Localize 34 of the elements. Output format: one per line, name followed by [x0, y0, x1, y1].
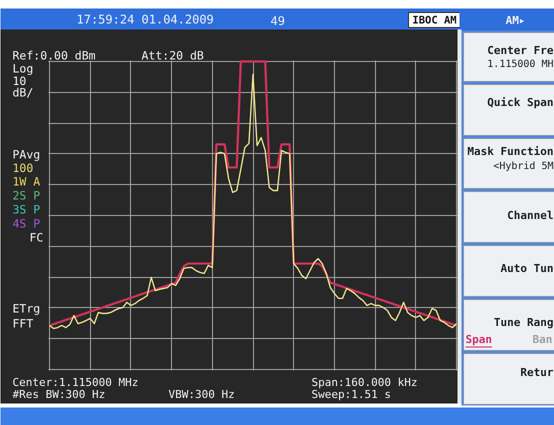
text: FC — [30, 230, 44, 244]
text: ETrg — [12, 302, 40, 316]
text: Mask Function — [467, 145, 554, 158]
text: Center:1.115000 MHz — [12, 376, 138, 389]
text: 100 — [12, 161, 34, 175]
text: Auto Tun — [500, 262, 554, 275]
text: 10 — [12, 74, 26, 88]
text: 1.115000 MH — [487, 59, 554, 70]
text: Span:160.000 kHz — [312, 376, 418, 389]
annotation: Ref:0.00 dBm — [12, 48, 96, 62]
text: 4S P — [12, 216, 40, 230]
text: Center Fre — [487, 44, 554, 57]
text: FFT — [12, 316, 34, 330]
text: PAvg — [12, 148, 40, 162]
text: <Hybrid 5M — [493, 161, 554, 172]
text: 2S P — [12, 188, 40, 202]
text: 1W A — [12, 174, 40, 188]
text: VBW:300 Hz — [168, 388, 235, 401]
text: IBOC AM — [412, 14, 457, 26]
text: Retur — [520, 366, 554, 379]
annotation: Att:20 dB — [142, 48, 204, 62]
text: Ban — [532, 333, 552, 346]
text: Span — [466, 333, 492, 346]
text: Log — [12, 62, 34, 76]
text: 17:59:24 01.04.2009 — [76, 12, 214, 26]
text: 49 — [270, 14, 285, 28]
text: Quick Span — [487, 96, 554, 109]
text: Tune Rang — [494, 316, 554, 329]
text: 3S P — [12, 202, 40, 216]
text: Channel — [507, 209, 554, 222]
text: dB/ — [12, 86, 34, 100]
text: #Res BW:300 Hz — [12, 388, 106, 401]
text: Sweep:1.51 s — [312, 388, 391, 401]
text: AM▸ — [506, 14, 526, 27]
